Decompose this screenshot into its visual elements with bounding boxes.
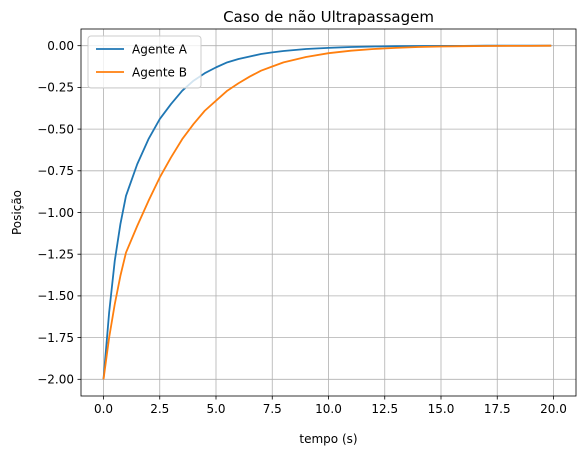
y-tick-label: −1.50	[37, 289, 74, 303]
legend: Agente A Agente B	[87, 35, 202, 89]
y-axis-label: Posição	[10, 190, 24, 235]
x-tick-label: 0.0	[94, 402, 113, 416]
y-tick-label: −1.00	[37, 206, 74, 220]
y-tick-label: −0.75	[37, 164, 74, 178]
y-tick-label: −2.00	[37, 373, 74, 387]
x-tick-label: 20.0	[540, 402, 567, 416]
chart-title: Caso de não Ultrapassagem	[223, 8, 434, 26]
legend-label-agente-b: Agente B	[132, 66, 187, 80]
y-tick-label: −0.50	[37, 122, 74, 136]
y-tick-label: −0.25	[37, 81, 74, 95]
axis-ticks: 0.0 2.5 5.0 7.5 10.0 12.5 15.0 17.5 20.0 0.00 −0.2…	[37, 39, 567, 416]
x-tick-label: 12.5	[371, 402, 398, 416]
legend-label-agente-a: Agente A	[132, 43, 188, 57]
series-lines	[102, 44, 552, 380]
y-tick-label: −1.75	[37, 331, 74, 345]
x-tick-label: 2.5	[150, 402, 169, 416]
x-tick-label: 10.0	[315, 402, 342, 416]
x-tick-label: 15.0	[428, 402, 455, 416]
x-tick-label: 5.0	[206, 402, 225, 416]
x-tick-label: 7.5	[263, 402, 282, 416]
series-line-agente-b	[102, 44, 552, 380]
y-tick-label: 0.00	[47, 39, 74, 53]
x-axis-label: tempo (s)	[299, 432, 357, 446]
y-tick-label: −1.25	[37, 248, 74, 262]
x-tick-label: 17.5	[484, 402, 511, 416]
